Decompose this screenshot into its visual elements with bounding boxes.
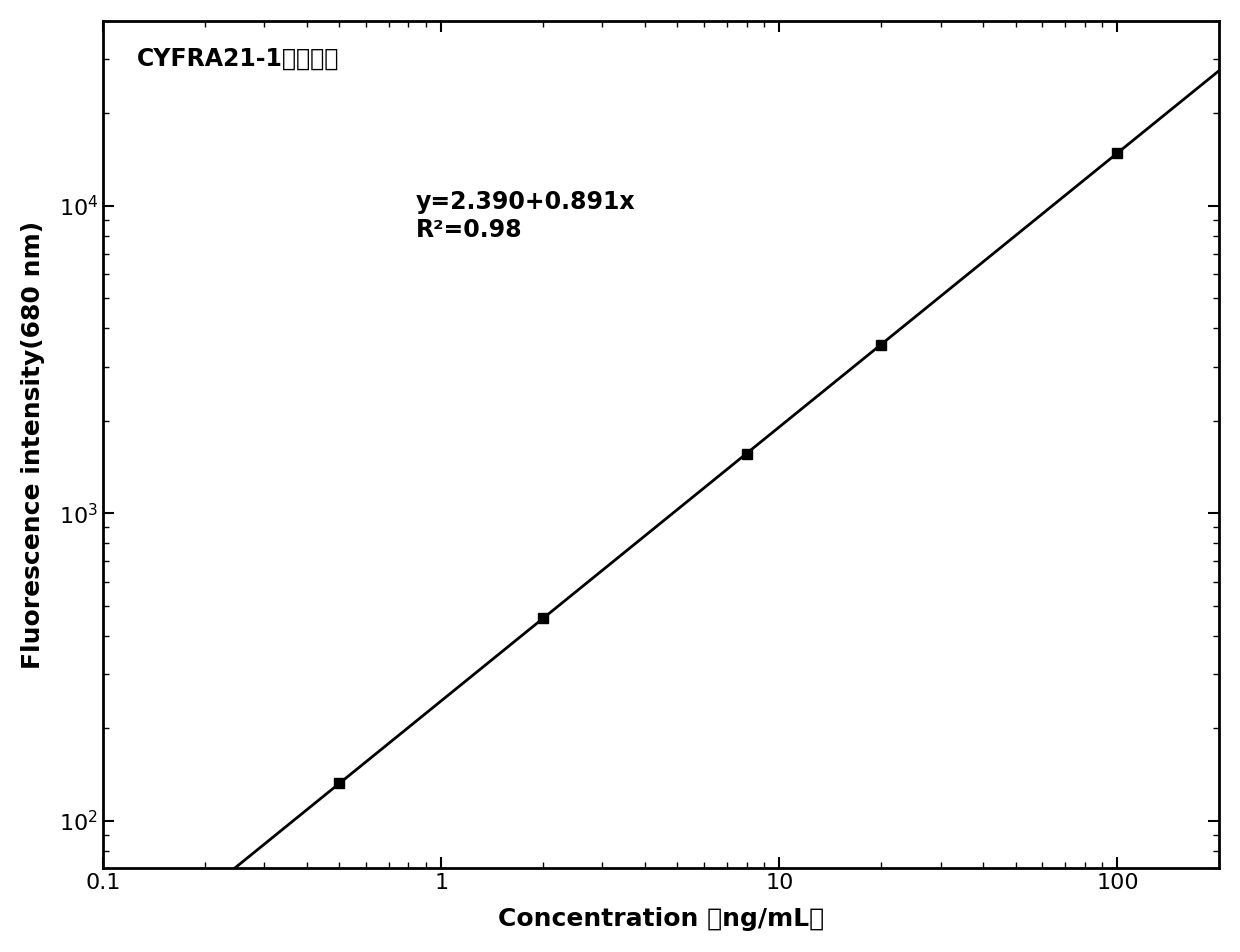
Y-axis label: Fluorescence intensity(680 nm): Fluorescence intensity(680 nm) (21, 221, 45, 668)
Text: y=2.390+0.891x
R²=0.98: y=2.390+0.891x R²=0.98 (415, 190, 635, 242)
X-axis label: Concentration （ng/mL）: Concentration （ng/mL） (498, 907, 825, 931)
Text: CYFRA21-1标准曲线: CYFRA21-1标准曲线 (136, 47, 339, 70)
